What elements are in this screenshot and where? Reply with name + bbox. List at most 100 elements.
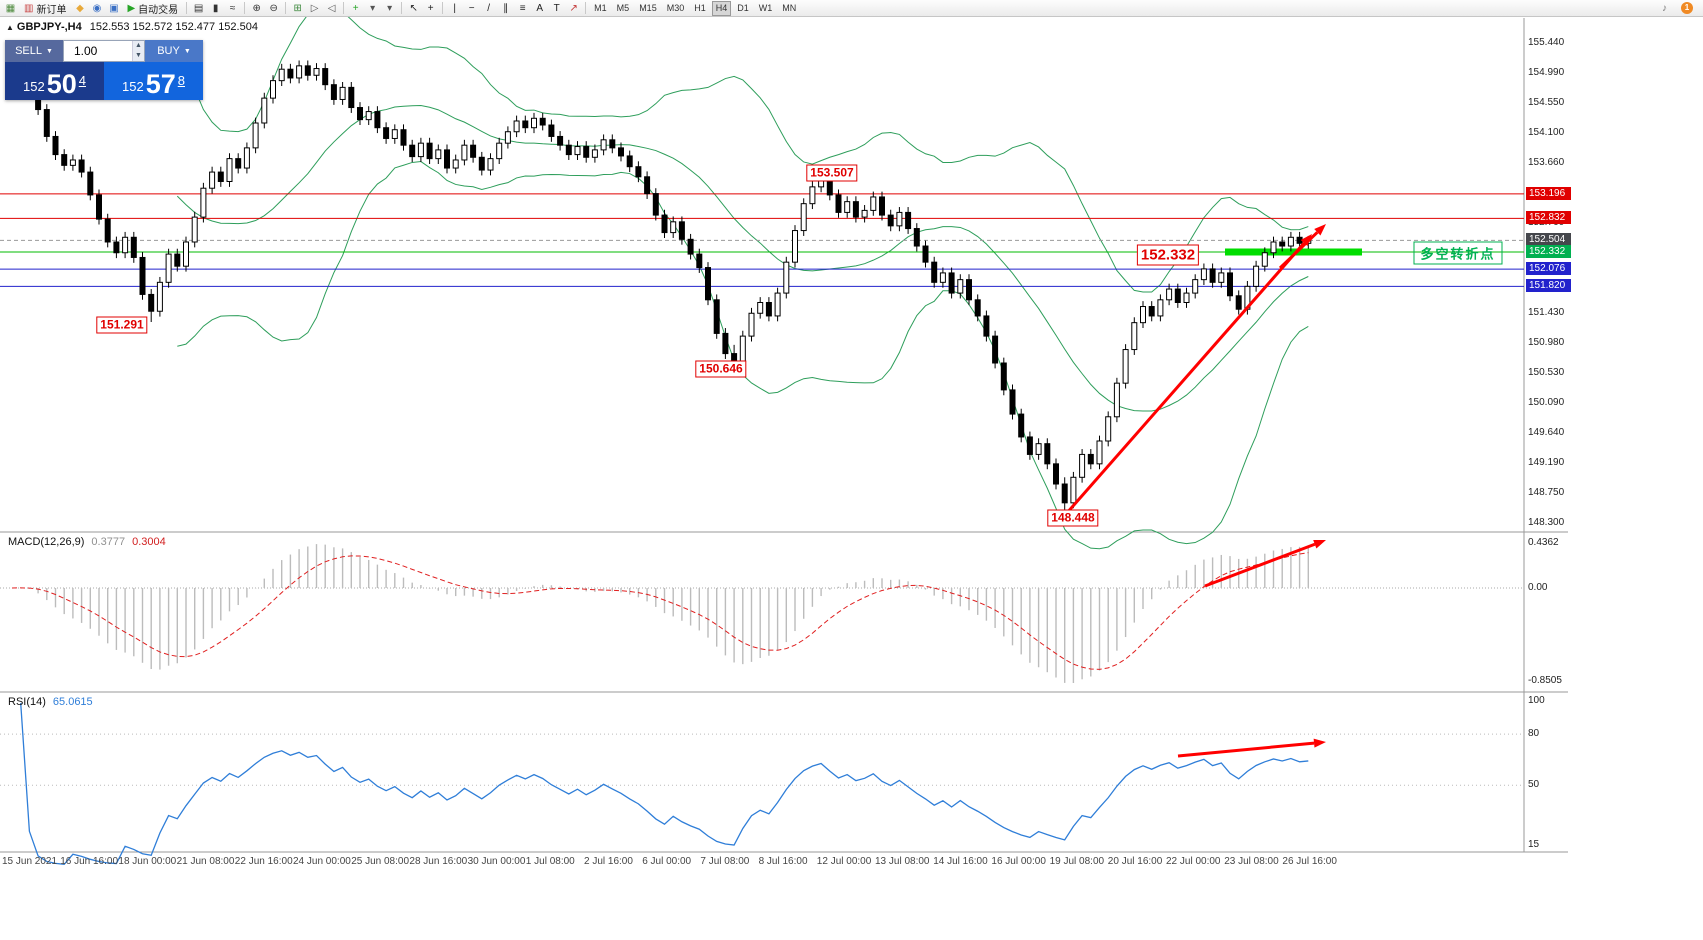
price-annotation: 153.507 bbox=[806, 164, 858, 182]
chart-window-icon[interactable]: ▦ bbox=[5, 2, 16, 14]
time-axis-label: 23 Jul 08:00 bbox=[1224, 856, 1279, 867]
fibonacci-icon[interactable]: ≡ bbox=[519, 2, 526, 14]
chart-canvas[interactable] bbox=[0, 0, 1703, 868]
arrows-icon[interactable]: ↗ bbox=[569, 2, 578, 14]
autotrade-button[interactable]: ▶ 自动交易 bbox=[122, 1, 183, 16]
trendline-icon[interactable]: / bbox=[487, 2, 491, 14]
volume-up-button[interactable]: ▲ bbox=[133, 41, 144, 51]
timeframe-M15[interactable]: M15 bbox=[639, 2, 657, 13]
price-tick: 154.100 bbox=[1528, 127, 1565, 139]
timeframe-D1[interactable]: D1 bbox=[737, 2, 749, 13]
buy-button[interactable]: 152 57 8 bbox=[104, 62, 203, 100]
time-axis[interactable]: 15 Jun 2021 16 Jun 16:00 18 Jun 00:00 21 Ju… bbox=[0, 853, 1524, 869]
alerts-icon[interactable]: ♪ bbox=[1662, 2, 1667, 14]
sell-dropdown-button[interactable]: SELL ▼ bbox=[5, 40, 63, 62]
price-badge: 152.076 bbox=[1526, 262, 1571, 276]
rsi-scale-tick: 15 bbox=[1528, 839, 1540, 850]
time-axis-label: 15 Jun 2021 bbox=[2, 856, 58, 867]
time-axis-label: 16 Jul 00:00 bbox=[991, 856, 1046, 867]
horizontal-line-icon[interactable]: − bbox=[468, 2, 475, 14]
rsi-name: RSI(14) bbox=[8, 696, 46, 708]
volume-input[interactable] bbox=[64, 41, 132, 61]
price-badge: 151.820 bbox=[1526, 279, 1571, 293]
toolbar-separator bbox=[285, 2, 287, 14]
time-axis-label: 7 Jul 08:00 bbox=[700, 856, 750, 867]
price-badge: 152.504 bbox=[1526, 233, 1571, 247]
time-axis-label: 20 Jul 16:00 bbox=[1107, 856, 1163, 867]
volume-field: ▲ ▼ bbox=[63, 40, 145, 62]
time-axis-label: 25 Jun 08:00 bbox=[351, 856, 410, 867]
ohlc-values: 152.553 152.572 152.477 152.504 bbox=[89, 21, 258, 33]
price-tick: 151.430 bbox=[1528, 306, 1565, 318]
macd-panel-graphics bbox=[0, 544, 1524, 683]
bar-chart-icon[interactable]: ▤ bbox=[193, 2, 204, 14]
time-axis-label: 26 Jul 16:00 bbox=[1282, 856, 1337, 867]
sell-price-big: 50 bbox=[46, 69, 77, 99]
price-tick: 150.530 bbox=[1528, 367, 1565, 379]
templates-icon[interactable]: ▾ bbox=[387, 2, 393, 14]
channel-icon[interactable]: ∥ bbox=[503, 2, 509, 14]
timeframe-H1[interactable]: H1 bbox=[694, 2, 706, 13]
price-badge: 153.196 bbox=[1526, 186, 1571, 200]
sell-button[interactable]: 152 50 4 bbox=[5, 62, 104, 100]
price-tick: 154.550 bbox=[1528, 96, 1565, 108]
price-annotation: 151.291 bbox=[96, 316, 148, 334]
text-icon[interactable]: A bbox=[536, 2, 543, 14]
macd-signal-value: 0.3004 bbox=[132, 536, 166, 548]
price-tick: 148.750 bbox=[1528, 486, 1565, 498]
mql5-icon[interactable]: ◆ bbox=[76, 2, 84, 14]
crosshair-icon[interactable]: + bbox=[427, 2, 434, 14]
toolbar-separator bbox=[442, 2, 444, 14]
bollinger-bands bbox=[176, 6, 1309, 550]
indicator-list-icon[interactable]: ▾ bbox=[370, 2, 376, 14]
price-tick: 150.090 bbox=[1528, 396, 1565, 408]
time-axis-label: 18 Jun 00:00 bbox=[118, 856, 177, 867]
macd-indicator-label: MACD(12,26,9) 0.3777 0.3004 bbox=[8, 536, 166, 548]
terminal-icon[interactable]: ▣ bbox=[109, 2, 119, 14]
autoscroll-icon[interactable]: ▷ bbox=[310, 2, 319, 14]
new-order-button[interactable]: ▥ 新订单 bbox=[19, 1, 71, 16]
trend-arrows bbox=[1064, 224, 1326, 758]
zoom-in-icon[interactable]: ⊕ bbox=[252, 2, 261, 14]
time-axis-label: 13 Jul 08:00 bbox=[875, 856, 930, 867]
time-axis-label: 12 Jul 00:00 bbox=[816, 856, 872, 867]
price-annotation: 152.332 bbox=[1136, 244, 1200, 266]
time-axis-label: 2 Jul 16:00 bbox=[584, 856, 633, 867]
price-annotation: 150.646 bbox=[695, 360, 747, 378]
vertical-line-icon[interactable]: | bbox=[453, 2, 456, 14]
sell-price-small: 152 bbox=[23, 79, 45, 94]
timeframe-M5[interactable]: M5 bbox=[616, 2, 630, 13]
price-scale[interactable]: 155.440154.990154.550154.100153.660152.7… bbox=[1526, 0, 1572, 868]
price-badge: 152.332 bbox=[1526, 244, 1571, 258]
cursor-icon[interactable]: ↖ bbox=[409, 2, 418, 14]
price-tick: 155.440 bbox=[1528, 37, 1565, 48]
line-chart-icon[interactable]: ≈ bbox=[229, 2, 236, 14]
toolbar-separator bbox=[186, 2, 188, 14]
volume-down-button[interactable]: ▼ bbox=[133, 51, 144, 61]
timeframe-MN[interactable]: MN bbox=[782, 2, 797, 13]
buy-price-small: 152 bbox=[122, 79, 144, 94]
buy-dropdown-button[interactable]: BUY ▼ bbox=[145, 40, 203, 62]
timeframe-W1[interactable]: W1 bbox=[758, 2, 773, 13]
shift-chart-icon[interactable]: ◁ bbox=[327, 2, 336, 14]
new-order-button-icon: ▥ bbox=[24, 2, 34, 14]
label-icon[interactable]: T bbox=[553, 2, 560, 14]
zoom-out-icon[interactable]: ⊖ bbox=[269, 2, 278, 14]
timeframe-M1[interactable]: M1 bbox=[594, 2, 607, 13]
timeframe-M30[interactable]: M30 bbox=[666, 2, 685, 13]
notifications-badge[interactable]: 1 bbox=[1681, 2, 1693, 14]
toolbar-separator bbox=[585, 2, 587, 14]
macd-main-value: 0.3777 bbox=[91, 536, 126, 548]
community-icon[interactable]: ◉ bbox=[92, 2, 102, 14]
autotrade-button-label: 自动交易 bbox=[138, 4, 179, 16]
chevron-down-icon: ▼ bbox=[183, 47, 191, 55]
tile-windows-icon[interactable]: ⊞ bbox=[293, 2, 302, 14]
indicators-icon[interactable]: + bbox=[352, 2, 359, 14]
one-click-trading-widget: SELL ▼ ▲ ▼ BUY ▼ 152 50 4 152 bbox=[5, 40, 203, 100]
time-axis-label: 22 Jul 00:00 bbox=[1166, 856, 1221, 867]
time-axis-label: 28 Jun 16:00 bbox=[409, 856, 468, 867]
timeframe-H4[interactable]: H4 bbox=[711, 0, 732, 16]
buy-price-big: 57 bbox=[145, 69, 176, 99]
candle-chart-icon[interactable]: ▮ bbox=[212, 2, 219, 14]
sell-top-label: SELL bbox=[15, 45, 42, 57]
